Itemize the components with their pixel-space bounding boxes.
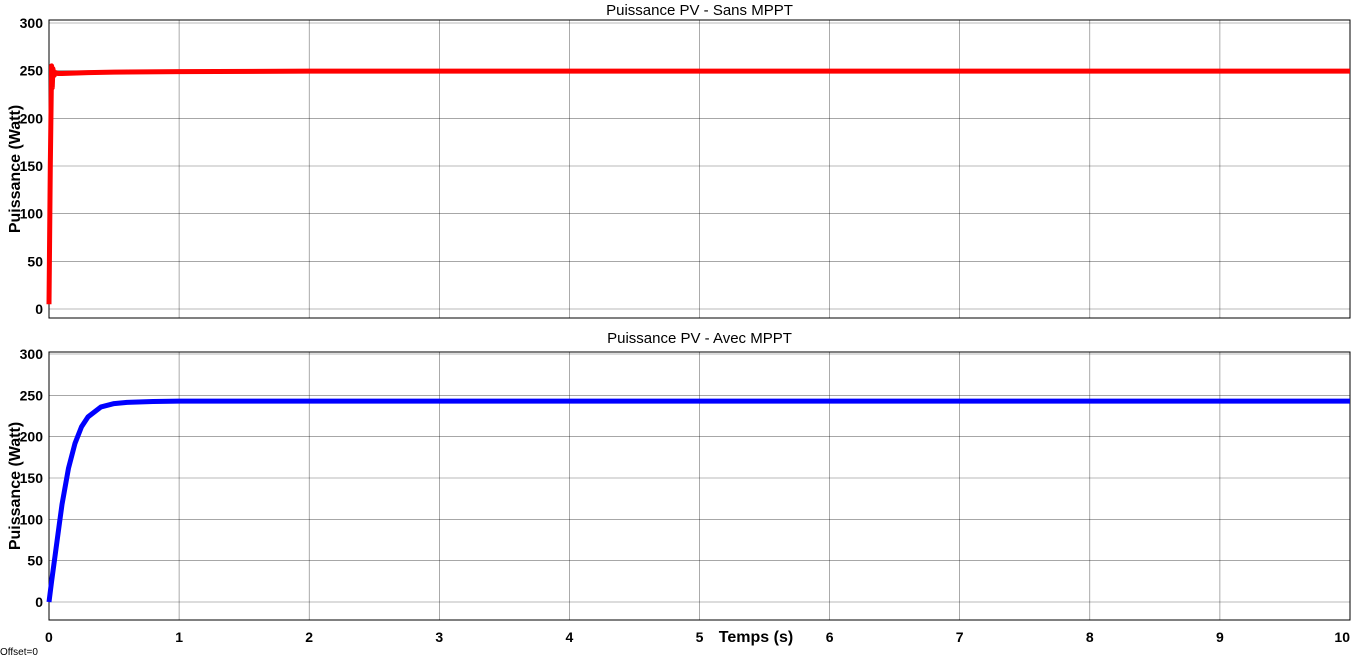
x-tick-label: 9	[1216, 629, 1224, 645]
y-tick-label: 300	[20, 346, 44, 362]
y-tick-label: 300	[20, 15, 44, 31]
series-line	[46, 63, 1350, 305]
y-ticks-bottom: 0 50 100 150 200 250 300	[20, 346, 44, 610]
x-ticks-bottom: 0 1 2 3 4 5 6 7 8 9 10	[45, 629, 1350, 645]
subplot-avec-mppt: Puissance PV - Avec MPPT 050100150200250…	[7, 330, 1351, 646]
y-tick-label: 250	[20, 63, 44, 79]
y-tick-label: 100	[20, 511, 44, 527]
x-tick-label: 6	[826, 629, 834, 645]
y-axis-label-bottom: Puissance (Watt)	[7, 422, 24, 550]
x-tick-label: 4	[566, 629, 574, 645]
subplot-sans-mppt: Puissance PV - Sans MPPT 0 50 100 150 200 250…	[7, 2, 1351, 319]
y-ticks-top: 0 50 100 150 200 250 300	[20, 15, 44, 317]
x-tick-label: 8	[1086, 629, 1094, 645]
series-line	[46, 398, 1350, 603]
x-tick-label: 5	[696, 629, 704, 645]
y-tick-label: 150	[20, 470, 44, 486]
x-tick-label: 7	[956, 629, 964, 645]
grid-bottom	[48, 352, 1351, 620]
offset-label: Offset=0	[0, 647, 38, 658]
chart-title-bottom: Puissance PV - Avec MPPT	[607, 330, 792, 347]
series-group-bottom	[46, 398, 1350, 603]
y-tick-label: 100	[20, 206, 44, 222]
y-tick-label: 200	[20, 429, 44, 445]
x-tick-label: 3	[435, 629, 443, 645]
y-axis-label-top: Puissance (Watt)	[7, 105, 24, 233]
x-tick-label: 10	[1334, 629, 1350, 645]
y-tick-label: 150	[20, 158, 44, 174]
x-axis-label-bottom: Temps (s)	[719, 629, 793, 646]
y-tick-label: 0	[35, 594, 43, 610]
x-tick-label: 1	[175, 629, 183, 645]
series-group-top	[46, 63, 1350, 305]
x-tick-label: 2	[305, 629, 313, 645]
x-tick-label: 0	[45, 629, 53, 645]
y-tick-label: 0	[35, 301, 43, 317]
y-tick-label: 50	[27, 553, 43, 569]
chart-title-top: Puissance PV - Sans MPPT	[606, 2, 793, 19]
y-tick-label: 250	[20, 387, 44, 403]
y-tick-label: 50	[27, 253, 43, 269]
y-tick-label: 200	[20, 110, 44, 126]
